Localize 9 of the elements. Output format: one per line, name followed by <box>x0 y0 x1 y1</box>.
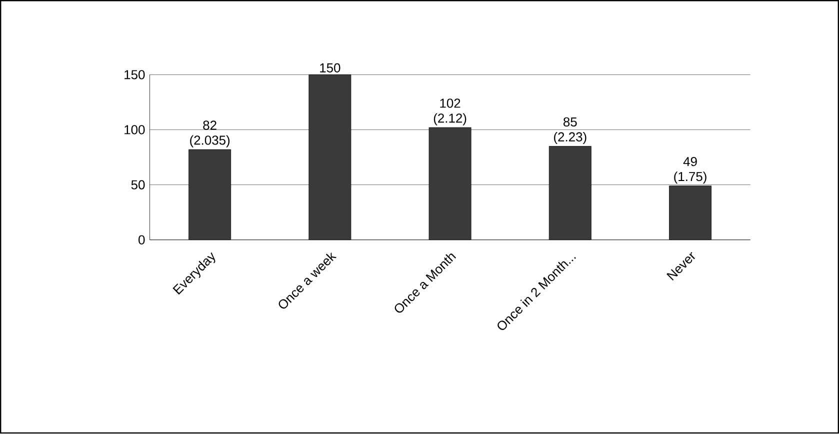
y-tick-label: 100 <box>124 125 145 134</box>
y-tick-label: 0 <box>138 235 145 245</box>
data-label: 102 (2.12) <box>434 98 466 126</box>
data-label: 150 <box>320 63 340 73</box>
data-label: 85 (2.23) <box>554 118 586 144</box>
data-label: 49 (1.75) <box>674 157 706 184</box>
y-tick-label: 150 <box>124 70 145 80</box>
y-tick-label: 50 <box>131 180 145 190</box>
data-label: 82 (2.035) <box>190 120 230 148</box>
